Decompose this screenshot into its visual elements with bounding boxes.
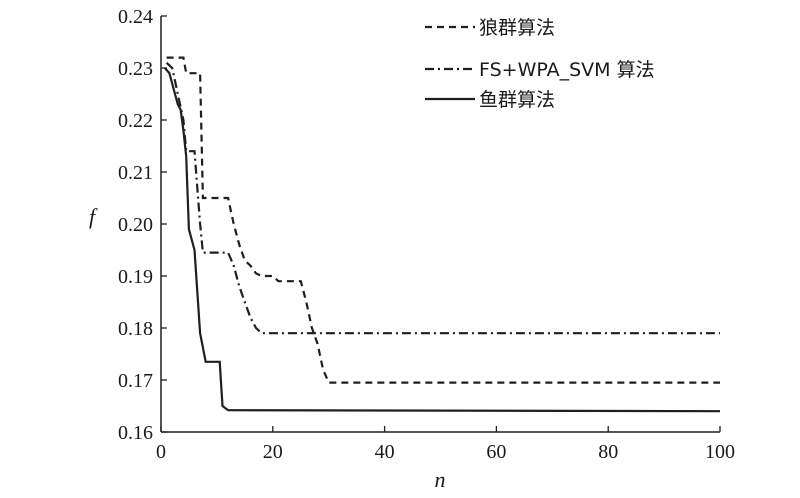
y-ticks: 0.16 0.17 0.18 0.19 0.20 0.21 0.22 0.23 0.24 [118,6,167,444]
legend: 狼群算法 FS+WPA_SVM 算法 鱼群算法 [425,17,655,111]
y-tick-label: 0.17 [118,370,153,392]
y-tick-label: 0.16 [118,422,153,444]
legend-label-wolf: 狼群算法 [479,17,555,39]
y-tick-label: 0.20 [118,214,153,236]
x-axis-title: n [435,467,446,492]
series-layer [164,56,721,413]
x-tick-label: 20 [263,441,283,463]
x-tick-label: 40 [375,441,395,463]
y-tick-label: 0.21 [118,162,153,184]
x-ticks: 0 20 40 60 80 100 [156,426,735,463]
legend-item-fish: 鱼群算法 [425,89,555,111]
legend-label-fs-wpa-svm: FS+WPA_SVM 算法 [479,59,655,81]
x-tick-label: 100 [705,441,735,463]
x-tick-label: 60 [486,441,506,463]
y-tick-label: 0.19 [118,266,153,288]
y-axis-title: f [89,204,98,229]
x-tick-label: 0 [156,441,166,463]
legend-item-wolf: 狼群算法 [425,17,555,39]
series-line-wolf [166,56,720,384]
legend-item-fs-wpa-svm: FS+WPA_SVM 算法 [425,59,655,81]
y-tick-label: 0.18 [118,318,153,340]
y-tick-label: 0.22 [118,110,153,132]
y-tick-label: 0.24 [118,6,153,28]
y-tick-label: 0.23 [118,58,153,80]
legend-label-fish: 鱼群算法 [479,89,555,111]
x-tick-label: 80 [598,441,618,463]
series-line-fs-wpa-svm [165,61,720,335]
series-line-fish [164,67,721,413]
